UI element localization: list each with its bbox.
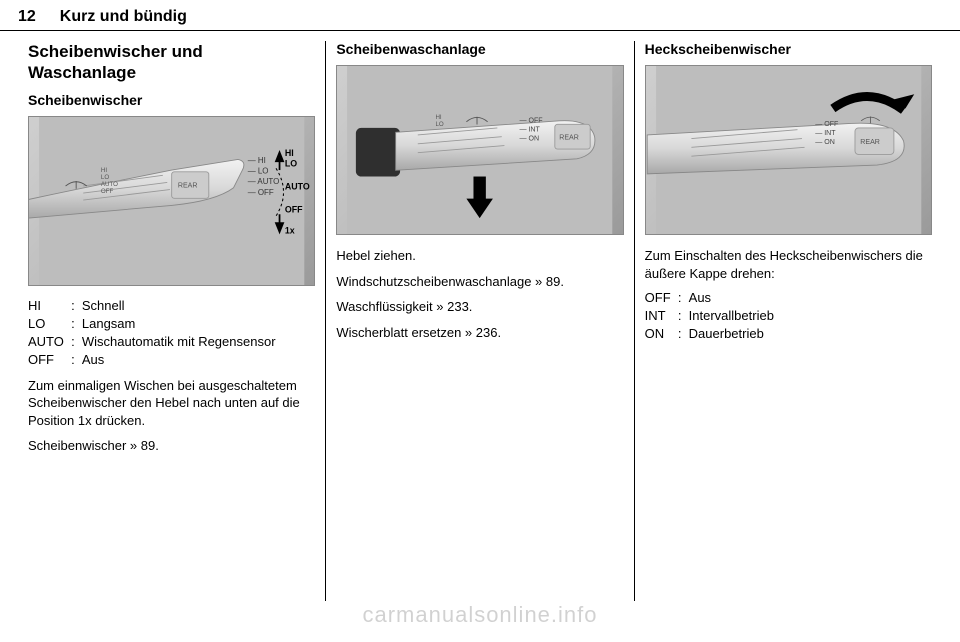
svg-text:LO: LO	[101, 173, 109, 180]
def-abbr: INT	[645, 308, 671, 323]
svg-text:HI: HI	[436, 114, 442, 121]
svg-text:LO: LO	[436, 121, 444, 128]
svg-text:— ON: — ON	[815, 139, 835, 146]
col2-para3: Waschflüssigkeit » 233.	[336, 298, 623, 316]
def-text: Langsam	[82, 316, 315, 331]
def-text: Schnell	[82, 298, 315, 313]
col1-definitions: HI : Schnell LO : Langsam AUTO : Wischau…	[28, 298, 315, 367]
svg-text:OFF: OFF	[285, 204, 303, 214]
page-header: 12 Kurz und bündig	[0, 0, 960, 31]
svg-text:1x: 1x	[285, 225, 295, 235]
col2-para1: Hebel ziehen.	[336, 247, 623, 265]
col2-para4: Wischerblatt ersetzen » 236.	[336, 324, 623, 342]
def-abbr: AUTO	[28, 334, 64, 349]
svg-text:AUTO: AUTO	[101, 180, 118, 187]
column-1: Scheibenwischer und Waschanlage Scheiben…	[18, 41, 325, 601]
column-2: Scheibenwaschanlage	[325, 41, 633, 601]
column-3: Heckscheibenwischer	[634, 41, 942, 601]
svg-text:REAR: REAR	[178, 182, 198, 189]
svg-text:— HI: — HI	[248, 155, 266, 164]
col2-title: Scheibenwaschanlage	[336, 41, 623, 57]
col1-title: Scheibenwischer und Waschanlage	[28, 41, 315, 84]
stalk-label: HI	[101, 166, 107, 173]
col2-para2: Windschutzscheibenwaschanlage » 89.	[336, 273, 623, 291]
svg-text:OFF: OFF	[101, 188, 114, 195]
svg-text:— INT: — INT	[520, 126, 541, 133]
svg-text:HI: HI	[285, 147, 294, 157]
def-text: Aus	[82, 352, 315, 367]
svg-text:— OFF: — OFF	[520, 118, 544, 125]
def-abbr: ON	[645, 326, 671, 341]
def-abbr: LO	[28, 316, 64, 331]
svg-text:— AUTO: — AUTO	[248, 177, 280, 186]
svg-text:REAR: REAR	[560, 134, 580, 141]
svg-text:LO: LO	[285, 158, 297, 168]
col3-definitions: OFF : Aus INT : Intervallbetrieb ON : Da…	[645, 290, 932, 341]
svg-text:AUTO: AUTO	[285, 181, 310, 191]
wiper-stalk-image-2: HI LO — OFF — INT — ON REAR	[336, 65, 623, 235]
def-text: Aus	[689, 290, 932, 305]
def-abbr: OFF	[28, 352, 64, 367]
wiper-stalk-image-1: HI LO AUTO OFF REAR — HI — LO — AUTO — O…	[28, 116, 315, 286]
watermark: carmanualsonline.info	[0, 602, 960, 628]
col1-para2: Scheibenwischer » 89.	[28, 437, 315, 455]
col1-subtitle: Scheibenwischer	[28, 92, 315, 108]
svg-text:— OFF: — OFF	[815, 121, 839, 128]
content-columns: Scheibenwischer und Waschanlage Scheiben…	[0, 41, 960, 601]
col3-para1: Zum Einschalten des Heckscheibenwischers…	[645, 247, 932, 282]
svg-text:REAR: REAR	[860, 139, 880, 146]
svg-text:— ON: — ON	[520, 135, 540, 142]
def-abbr: OFF	[645, 290, 671, 305]
col1-para1: Zum einmaligen Wischen bei ausgeschaltet…	[28, 377, 315, 430]
def-abbr: HI	[28, 298, 64, 313]
page-number: 12	[18, 8, 36, 26]
svg-text:— LO: — LO	[248, 166, 269, 175]
wiper-stalk-image-3: — OFF — INT — ON REAR	[645, 65, 932, 235]
col3-title: Heckscheibenwischer	[645, 41, 932, 57]
svg-text:— OFF: — OFF	[248, 187, 274, 196]
def-text: Dauerbetrieb	[689, 326, 932, 341]
section-title: Kurz und bündig	[60, 8, 187, 26]
def-text: Intervallbetrieb	[689, 308, 932, 323]
svg-text:— INT: — INT	[815, 130, 836, 137]
def-text: Wischautomatik mit Regensensor	[82, 334, 315, 349]
